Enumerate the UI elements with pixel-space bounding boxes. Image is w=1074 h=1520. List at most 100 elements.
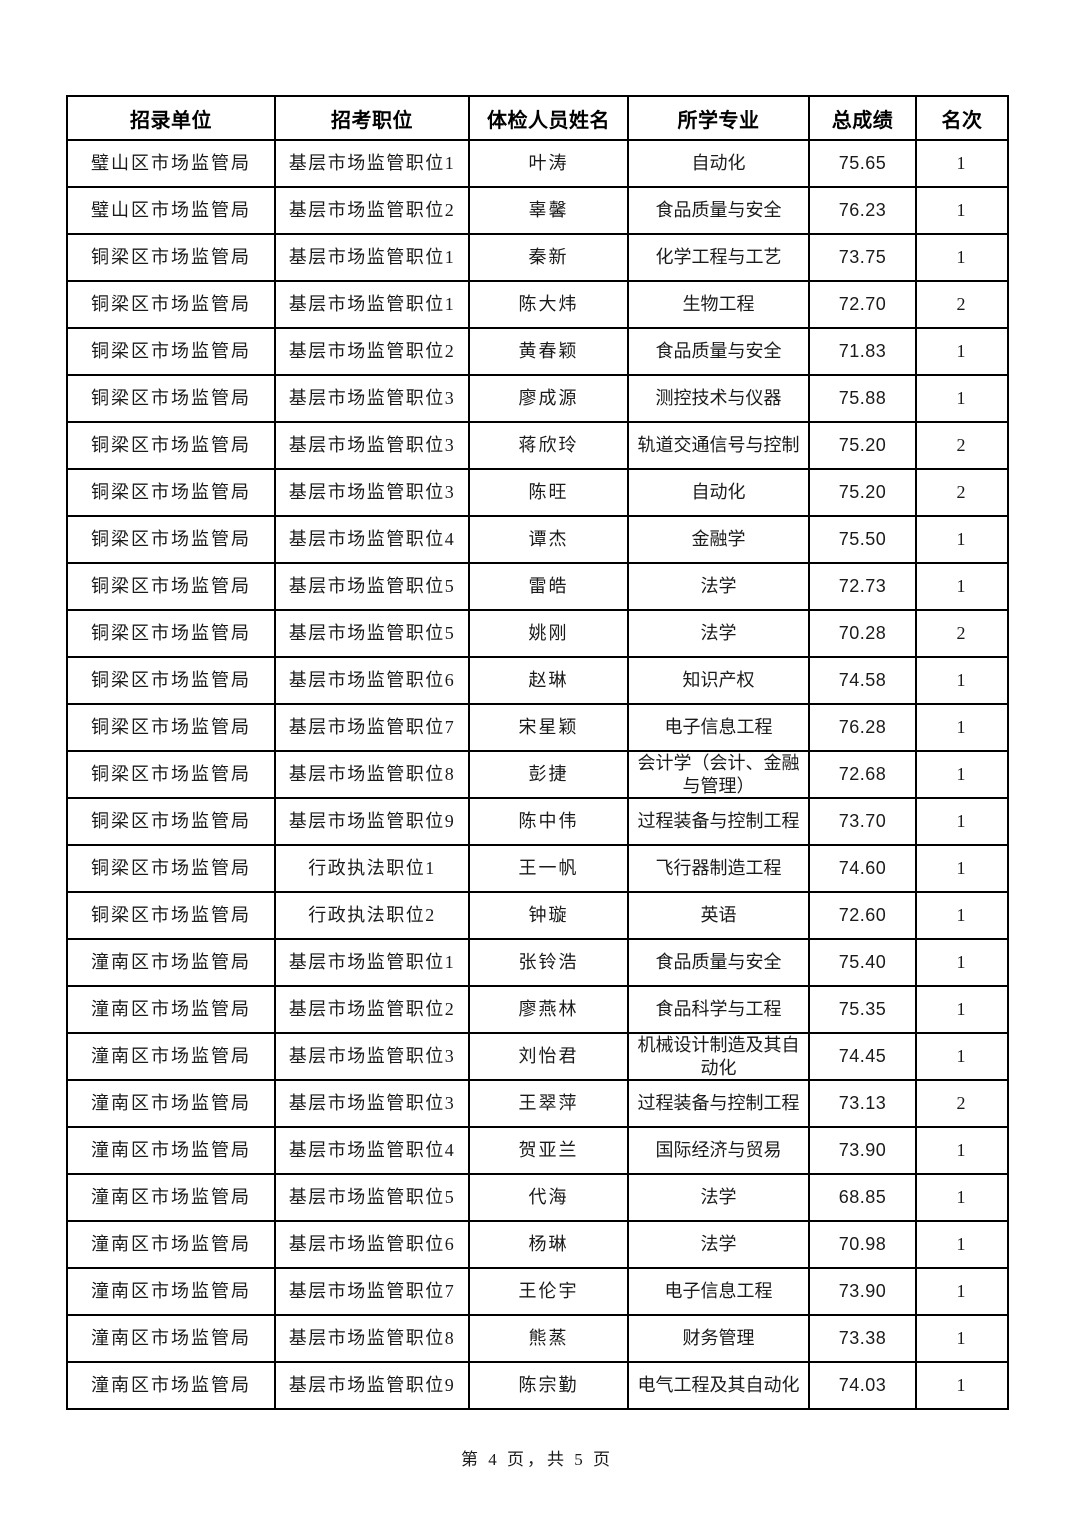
table-row: 铜梁区市场监管局 基层市场监管职位5 姚刚 法学 70.28 2 <box>66 609 1009 658</box>
cell-major: 自动化 <box>627 139 810 188</box>
cell-major: 轨道交通信号与控制 <box>627 421 810 470</box>
cell-unit: 潼南区市场监管局 <box>66 1361 276 1410</box>
table-row: 潼南区市场监管局 基层市场监管职位1 张铃浩 食品质量与安全 75.40 1 <box>66 938 1009 987</box>
cell-rank: 1 <box>915 1267 1009 1316</box>
cell-major: 电子信息工程 <box>627 1267 810 1316</box>
cell-position: 基层市场监管职位3 <box>274 1032 470 1081</box>
cell-name: 宋星颖 <box>468 703 629 752</box>
cell-unit: 璧山区市场监管局 <box>66 139 276 188</box>
cell-rank: 1 <box>915 1173 1009 1222</box>
cell-position: 基层市场监管职位1 <box>274 938 470 987</box>
cell-position: 基层市场监管职位4 <box>274 515 470 564</box>
cell-name: 彭捷 <box>468 750 629 799</box>
cell-score: 68.85 <box>808 1173 917 1222</box>
table-row: 潼南区市场监管局 基层市场监管职位7 王伦宇 电子信息工程 73.90 1 <box>66 1267 1009 1316</box>
table-row: 铜梁区市场监管局 基层市场监管职位4 谭杰 金融学 75.50 1 <box>66 515 1009 564</box>
cell-unit: 铜梁区市场监管局 <box>66 656 276 705</box>
cell-position: 基层市场监管职位5 <box>274 562 470 611</box>
cell-name: 刘怡君 <box>468 1032 629 1081</box>
cell-score: 70.28 <box>808 609 917 658</box>
cell-rank: 2 <box>915 1079 1009 1128</box>
table-row: 璧山区市场监管局 基层市场监管职位1 叶涛 自动化 75.65 1 <box>66 139 1009 188</box>
cell-score: 76.23 <box>808 186 917 235</box>
cell-major: 法学 <box>627 1173 810 1222</box>
table-row: 潼南区市场监管局 基层市场监管职位4 贺亚兰 国际经济与贸易 73.90 1 <box>66 1126 1009 1175</box>
cell-rank: 1 <box>915 797 1009 846</box>
cell-name: 代海 <box>468 1173 629 1222</box>
table-row: 潼南区市场监管局 基层市场监管职位3 刘怡君 机械设计制造及其自动化 74.45 1 <box>66 1032 1009 1081</box>
cell-position: 行政执法职位2 <box>274 891 470 940</box>
cell-rank: 1 <box>915 186 1009 235</box>
cell-position: 基层市场监管职位6 <box>274 656 470 705</box>
cell-major: 食品质量与安全 <box>627 938 810 987</box>
cell-rank: 2 <box>915 609 1009 658</box>
cell-name: 廖成源 <box>468 374 629 423</box>
cell-name: 陈中伟 <box>468 797 629 846</box>
cell-position: 基层市场监管职位3 <box>274 1079 470 1128</box>
cell-score: 71.83 <box>808 327 917 376</box>
cell-position: 基层市场监管职位9 <box>274 797 470 846</box>
cell-rank: 1 <box>915 844 1009 893</box>
cell-major: 食品质量与安全 <box>627 327 810 376</box>
cell-rank: 1 <box>915 1314 1009 1363</box>
cell-name: 陈大炜 <box>468 280 629 329</box>
cell-rank: 1 <box>915 515 1009 564</box>
cell-rank: 1 <box>915 938 1009 987</box>
cell-unit: 铜梁区市场监管局 <box>66 327 276 376</box>
cell-position: 基层市场监管职位6 <box>274 1220 470 1269</box>
cell-major: 法学 <box>627 562 810 611</box>
cell-major: 知识产权 <box>627 656 810 705</box>
cell-unit: 铜梁区市场监管局 <box>66 750 276 799</box>
table-row: 潼南区市场监管局 基层市场监管职位3 王翠萍 过程装备与控制工程 73.13 2 <box>66 1079 1009 1128</box>
cell-position: 基层市场监管职位1 <box>274 280 470 329</box>
cell-rank: 1 <box>915 139 1009 188</box>
cell-rank: 1 <box>915 891 1009 940</box>
cell-rank: 1 <box>915 374 1009 423</box>
cell-position: 基层市场监管职位4 <box>274 1126 470 1175</box>
cell-position: 基层市场监管职位2 <box>274 327 470 376</box>
cell-name: 廖燕林 <box>468 985 629 1034</box>
cell-unit: 铜梁区市场监管局 <box>66 609 276 658</box>
column-header-major: 所学专业 <box>627 95 810 141</box>
cell-unit: 璧山区市场监管局 <box>66 186 276 235</box>
cell-rank: 1 <box>915 985 1009 1034</box>
cell-position: 基层市场监管职位2 <box>274 186 470 235</box>
cell-unit: 潼南区市场监管局 <box>66 1173 276 1222</box>
table-row: 铜梁区市场监管局 基层市场监管职位8 彭捷 会计学（会计、金融与管理） 72.68 1 <box>66 750 1009 799</box>
cell-name: 雷皓 <box>468 562 629 611</box>
table-header: 招录单位 招考职位 体检人员姓名 所学专业 总成绩 名次 <box>66 95 1009 141</box>
cell-major: 食品质量与安全 <box>627 186 810 235</box>
cell-unit: 铜梁区市场监管局 <box>66 421 276 470</box>
cell-rank: 1 <box>915 656 1009 705</box>
cell-major: 过程装备与控制工程 <box>627 797 810 846</box>
cell-name: 辜馨 <box>468 186 629 235</box>
cell-name: 秦新 <box>468 233 629 282</box>
table-row: 潼南区市场监管局 基层市场监管职位2 廖燕林 食品科学与工程 75.35 1 <box>66 985 1009 1034</box>
cell-score: 75.20 <box>808 421 917 470</box>
cell-rank: 1 <box>915 1361 1009 1410</box>
cell-name: 姚刚 <box>468 609 629 658</box>
cell-rank: 1 <box>915 562 1009 611</box>
column-header-name: 体检人员姓名 <box>468 95 629 141</box>
cell-position: 基层市场监管职位5 <box>274 609 470 658</box>
cell-position: 基层市场监管职位8 <box>274 750 470 799</box>
header-row: 招录单位 招考职位 体检人员姓名 所学专业 总成绩 名次 <box>66 95 1009 141</box>
table-row: 铜梁区市场监管局 基层市场监管职位1 秦新 化学工程与工艺 73.75 1 <box>66 233 1009 282</box>
cell-major: 化学工程与工艺 <box>627 233 810 282</box>
cell-major: 电气工程及其自动化 <box>627 1361 810 1410</box>
table-row: 铜梁区市场监管局 基层市场监管职位2 黄春颖 食品质量与安全 71.83 1 <box>66 327 1009 376</box>
cell-unit: 铜梁区市场监管局 <box>66 233 276 282</box>
cell-major: 英语 <box>627 891 810 940</box>
cell-position: 基层市场监管职位1 <box>274 233 470 282</box>
table-row: 潼南区市场监管局 基层市场监管职位6 杨琳 法学 70.98 1 <box>66 1220 1009 1269</box>
cell-name: 赵琳 <box>468 656 629 705</box>
cell-rank: 1 <box>915 233 1009 282</box>
column-header-position: 招考职位 <box>274 95 470 141</box>
table-row: 铜梁区市场监管局 基层市场监管职位1 陈大炜 生物工程 72.70 2 <box>66 280 1009 329</box>
cell-score: 75.65 <box>808 139 917 188</box>
cell-major: 法学 <box>627 1220 810 1269</box>
table-row: 铜梁区市场监管局 行政执法职位1 王一帆 飞行器制造工程 74.60 1 <box>66 844 1009 893</box>
cell-major: 电子信息工程 <box>627 703 810 752</box>
page-number: 第 4 页，共 5 页 <box>461 1450 613 1469</box>
cell-unit: 铜梁区市场监管局 <box>66 703 276 752</box>
